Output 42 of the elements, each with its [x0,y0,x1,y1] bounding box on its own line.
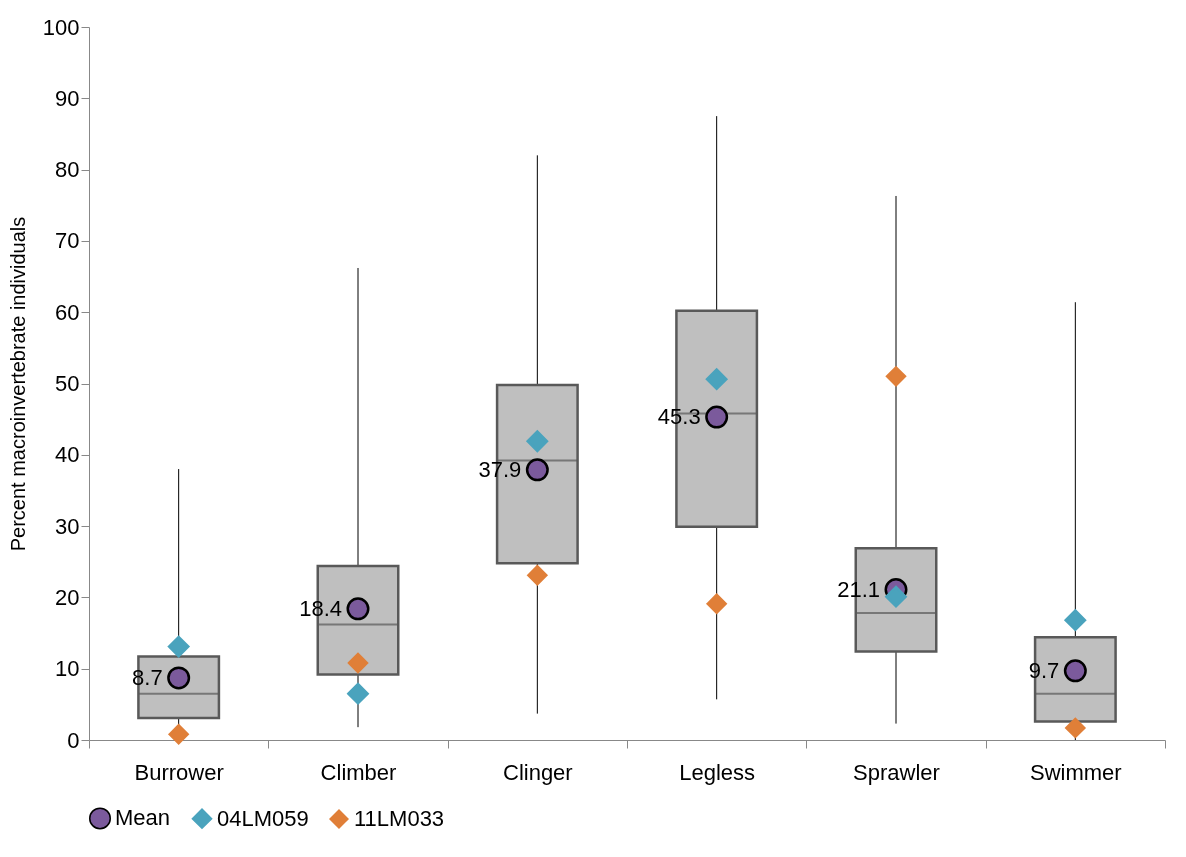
legend-label: 04LM059 [217,805,309,831]
point [1064,609,1087,632]
data-label: 21.1 [837,576,880,602]
point [347,682,369,705]
data-label: 45.3 [657,404,701,430]
x-tick-label: Legless [679,759,756,785]
point [347,652,369,674]
x-tick-label: Burrower [134,759,224,785]
point [526,430,549,453]
y-tick-label: 30 [55,513,80,539]
x-tick-label: Clinger [502,759,573,785]
x-tick-label: Climber [320,759,397,785]
y-tick-label: 20 [55,584,80,610]
y-tick-label: 70 [55,228,80,254]
point [167,635,190,658]
legend-label: Mean [115,805,171,831]
y-tick-label: 100 [42,14,80,40]
y-tick-label: 40 [55,442,80,468]
y-tick-label: 10 [55,656,80,682]
y-tick-label: 80 [55,157,80,183]
point [168,724,189,745]
point [885,585,907,608]
point [527,565,548,586]
y-tick-label: 0 [67,727,80,753]
point [346,597,370,621]
point [705,405,729,429]
point [706,593,727,615]
y-tick-label: 60 [55,299,80,325]
data-label: 8.7 [132,664,163,690]
data-label: 37.9 [478,456,522,482]
y-tick-label: 90 [55,85,80,111]
x-tick-label: Sprawler [853,759,940,785]
y-axis-title: Percent macroinvertebrate individuals [6,216,29,552]
point [705,368,728,391]
point [885,366,907,387]
legend-label: 11LM033 [354,806,445,832]
data-label: 9.7 [1028,657,1060,683]
y-tick-label: 50 [55,371,80,396]
x-tick-label: Swimmer [1030,759,1122,785]
point [525,458,549,482]
data-label: 18.4 [299,595,342,621]
point [1065,717,1086,739]
